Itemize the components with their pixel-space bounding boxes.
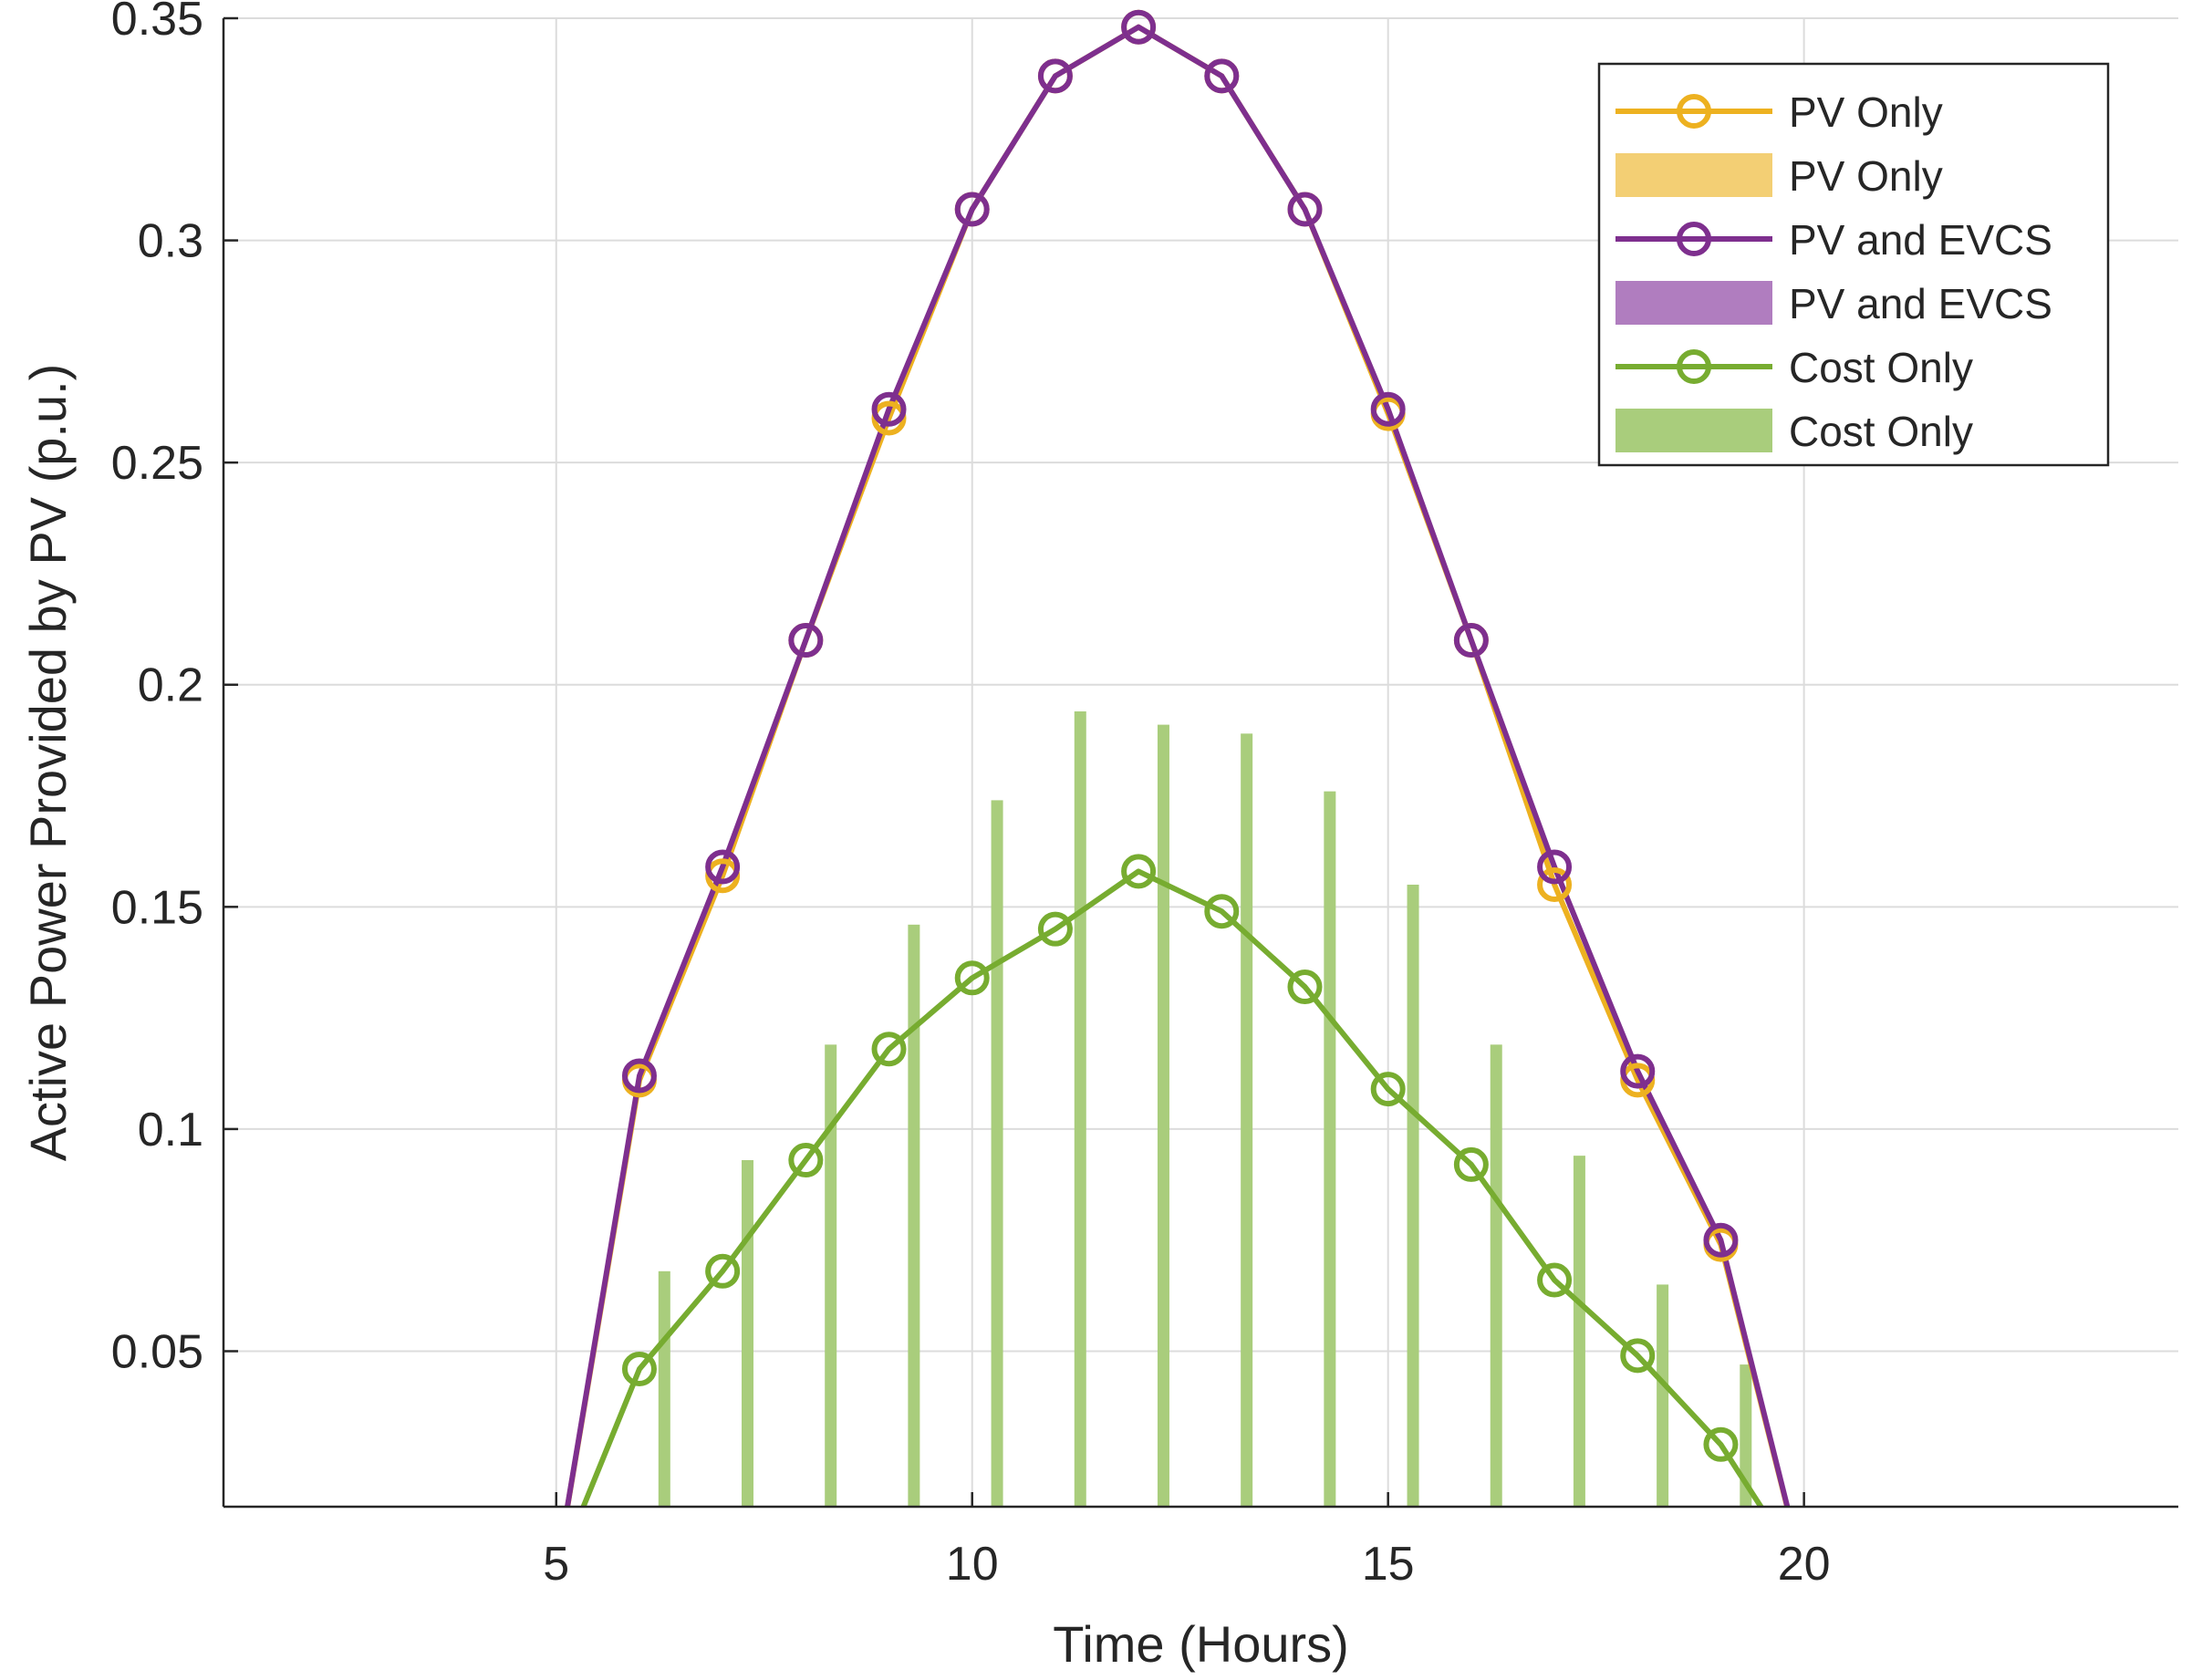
- data-point-marker: [871, 1032, 907, 1067]
- y-tick-label: 0.35: [111, 0, 203, 46]
- y-axis-title: Active Power Provided by PV (p.u.): [19, 364, 77, 1162]
- legend-marker-swatch: [1677, 94, 1711, 129]
- data-point-marker: [788, 1143, 824, 1178]
- legend-label: PV Only: [1789, 152, 1943, 200]
- data-point-marker: [1537, 849, 1573, 885]
- bar: [825, 1044, 837, 1507]
- bar: [908, 924, 920, 1507]
- legend-bar-swatch: [1615, 281, 1772, 325]
- data-point-marker: [705, 1253, 741, 1289]
- data-point-marker: [1037, 911, 1073, 947]
- axes: [222, 16, 2178, 1509]
- x-tick-label: 10: [946, 1538, 999, 1591]
- y-tick-label: 0.05: [111, 1325, 203, 1378]
- data-point-marker: [954, 960, 990, 996]
- bar: [1573, 1156, 1585, 1507]
- legend-entry: PV Only: [1615, 152, 1943, 200]
- legend-box: [1597, 62, 2110, 467]
- legend-bar-swatch: [1615, 153, 1772, 197]
- legend-entry: Cost Only: [1615, 408, 1973, 455]
- bar: [1407, 884, 1419, 1507]
- data-point-marker: [1453, 623, 1489, 659]
- x-tick-label: 15: [1362, 1538, 1415, 1591]
- legend-entry: Cost Only: [1615, 344, 1973, 391]
- data-point-marker: [1204, 58, 1240, 94]
- legend-label: PV and EVCS: [1789, 216, 2052, 264]
- data-point-marker: [1204, 894, 1240, 929]
- bar: [742, 1160, 754, 1507]
- data-point-marker: [1620, 1053, 1656, 1089]
- data-point-marker: [1620, 1338, 1656, 1374]
- bar: [1074, 710, 1086, 1507]
- data-point-marker: [1703, 1426, 1739, 1462]
- data-point-marker: [1287, 192, 1323, 227]
- data-point-marker: [1121, 9, 1157, 45]
- series-line: [580, 868, 1764, 1507]
- y-tick-label: 0.25: [111, 437, 203, 490]
- legend-entry: PV and EVCS: [1615, 280, 2052, 327]
- legend: PV Only PV Only PV and EVCS PV and EVCS Cost…: [1597, 62, 2110, 467]
- bar: [1490, 1044, 1502, 1507]
- tick-labels: 5 10 15 20 0.05 0.1 0.15 0.2 0.25 0.3 0.35: [111, 0, 1831, 1591]
- bar: [1657, 1284, 1669, 1507]
- legend-marker-swatch: [1677, 349, 1711, 384]
- bar: [658, 1270, 670, 1507]
- x-tick-label: 5: [543, 1538, 569, 1591]
- legend-entry: PV Only: [1615, 88, 1943, 136]
- y-tick-label: 0.15: [111, 881, 203, 934]
- data-point-marker: [1370, 1072, 1406, 1107]
- legend-label: PV Only: [1789, 88, 1943, 136]
- data-point-marker: [1703, 1222, 1739, 1258]
- data-point-marker: [954, 192, 990, 227]
- data-point-marker: [788, 623, 824, 659]
- y-tick-label: 0.3: [138, 215, 203, 268]
- data-point-marker: [1121, 854, 1157, 889]
- legend-label: PV and EVCS: [1789, 280, 2052, 327]
- data-point-marker: [1537, 866, 1573, 902]
- data-point-marker: [1037, 58, 1073, 94]
- series-line: [564, 24, 1791, 1507]
- data-point-marker: [1537, 1262, 1573, 1298]
- legend-label: Cost Only: [1789, 408, 1973, 455]
- bar-series-layer: [658, 710, 1752, 1507]
- legend-label: Cost Only: [1789, 344, 1973, 391]
- legend-entry: PV and EVCS: [1615, 216, 2052, 264]
- bar: [1241, 733, 1253, 1507]
- bar: [1157, 724, 1169, 1507]
- markers-layer: [621, 9, 1739, 1462]
- y-tick-label: 0.1: [138, 1104, 203, 1156]
- y-tick-label: 0.2: [138, 659, 203, 712]
- bar: [1324, 791, 1336, 1507]
- bar: [991, 800, 1003, 1507]
- data-point-marker: [1287, 970, 1323, 1005]
- bar: [1740, 1364, 1752, 1507]
- line-series-layer: [564, 24, 1791, 1507]
- data-point-marker: [871, 391, 907, 427]
- data-point-marker: [621, 1351, 657, 1386]
- x-tick-label: 20: [1778, 1538, 1831, 1591]
- data-point-marker: [705, 849, 741, 885]
- legend-bar-swatch: [1615, 409, 1772, 452]
- legend-marker-swatch: [1677, 222, 1711, 256]
- data-point-marker: [1453, 1146, 1489, 1182]
- data-point-marker: [621, 1058, 657, 1094]
- x-axis-title: Time (Hours): [1053, 1615, 1349, 1673]
- data-point-marker: [1370, 391, 1406, 427]
